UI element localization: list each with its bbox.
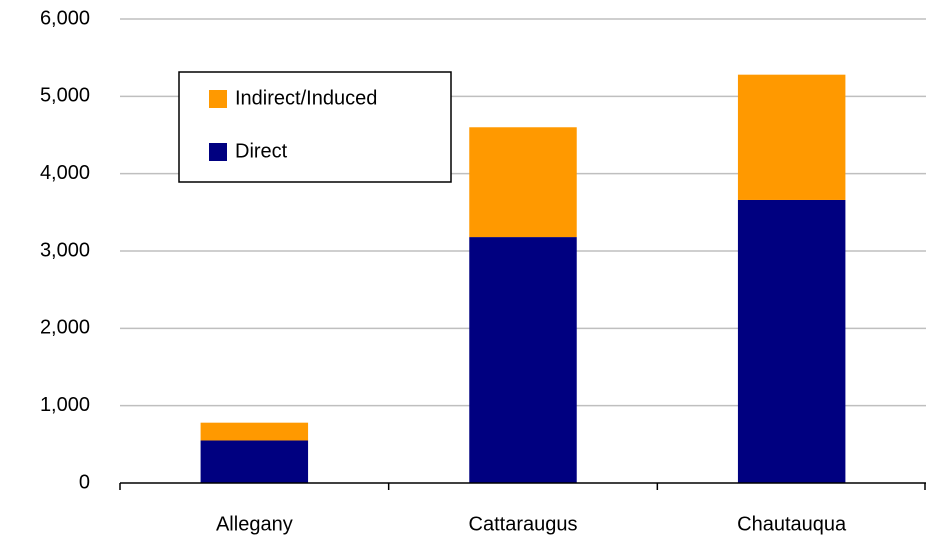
legend-swatch <box>209 143 227 161</box>
bar-segment <box>469 237 577 483</box>
y-tick-label: 6,000 <box>40 7 90 29</box>
y-tick-label: 5,000 <box>40 85 90 107</box>
bar-segment <box>737 74 846 200</box>
x-tick-label: Chautauqua <box>737 513 847 535</box>
legend-label: Direct <box>235 140 288 162</box>
bar-segment <box>469 127 577 238</box>
legend-label: Indirect/Induced <box>235 87 377 109</box>
y-tick-label: 4,000 <box>40 162 90 184</box>
y-tick-label: 3,000 <box>40 239 90 261</box>
y-tick-label: 1,000 <box>40 394 90 416</box>
bar-segment <box>200 440 309 483</box>
bar-segment <box>737 199 846 483</box>
x-tick-label: Cattaraugus <box>469 513 578 535</box>
bar-segment <box>200 422 309 441</box>
x-tick-label: Allegany <box>216 513 293 535</box>
y-tick-label: 0 <box>79 471 90 493</box>
y-tick-label: 2,000 <box>40 317 90 339</box>
legend-swatch <box>209 90 227 108</box>
